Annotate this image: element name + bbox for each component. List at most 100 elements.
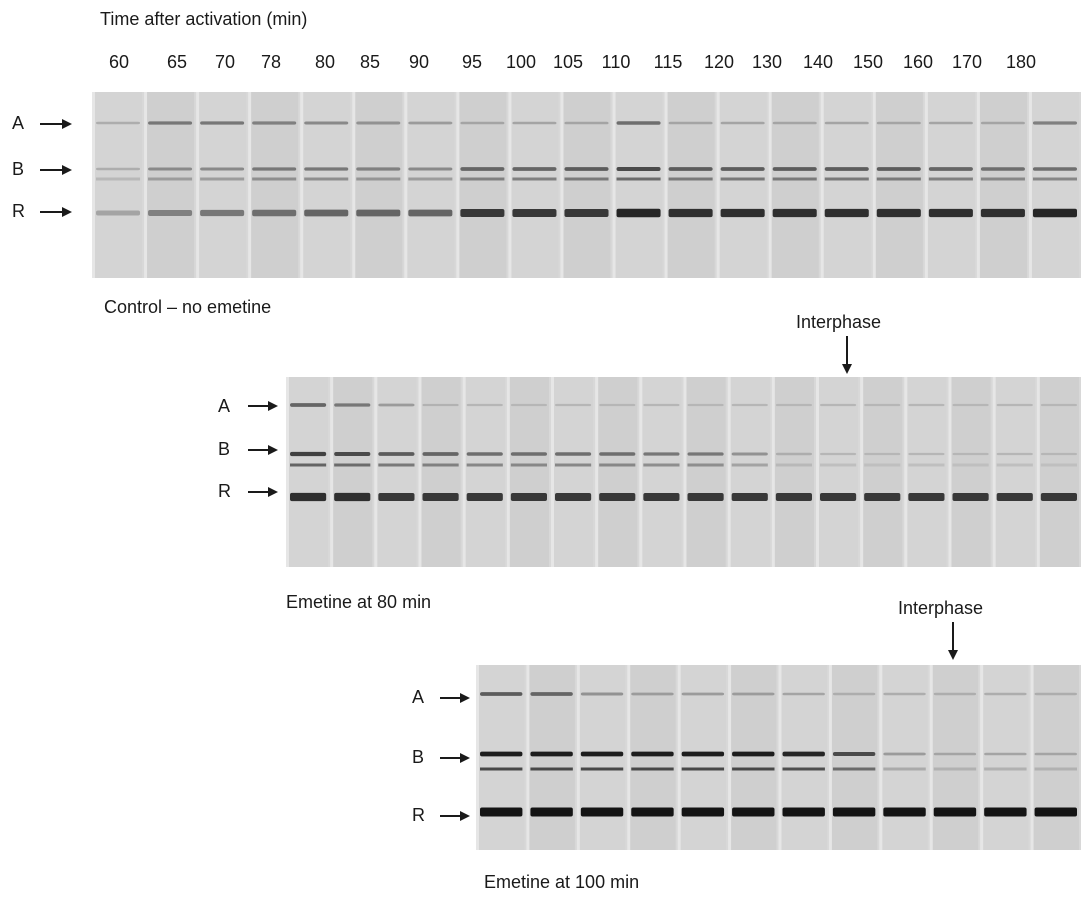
band-a: [422, 403, 459, 407]
lane-separator: [560, 92, 564, 278]
band-a: [510, 403, 547, 407]
band-b: [1032, 167, 1077, 171]
band-b-doublet: [952, 463, 989, 467]
band-b-doublet: [555, 463, 592, 467]
band-a: [928, 121, 973, 125]
lane-separator: [728, 665, 732, 850]
band-b-doublet: [681, 767, 725, 771]
band-r: [480, 807, 523, 817]
arrow-right-icon: [248, 401, 278, 411]
band-b-doublet: [731, 463, 768, 467]
band-b: [775, 452, 812, 456]
gel-lane: [729, 377, 770, 567]
band-r: [731, 493, 768, 501]
gel-lane: [614, 92, 663, 278]
band-a: [599, 403, 636, 407]
band-r: [984, 807, 1027, 817]
time-label: 80: [314, 52, 336, 72]
band-r: [460, 209, 505, 217]
gel-lane: [464, 377, 505, 567]
band-a: [200, 121, 245, 125]
lane-separator: [300, 92, 304, 278]
band-r: [883, 807, 926, 817]
arrow-down-icon: [842, 336, 852, 374]
panel-caption-emetine-100: Emetine at 100 min: [484, 872, 640, 892]
band-a: [933, 692, 977, 696]
lane-separator: [551, 377, 554, 567]
interphase-label-100: Interphase: [898, 598, 984, 618]
time-label: 105: [552, 52, 584, 72]
band-a: [775, 403, 812, 407]
band-b-doublet: [599, 463, 636, 467]
band-b-doublet: [252, 177, 297, 181]
band-b-doublet: [732, 767, 775, 771]
lane-separator: [948, 377, 952, 567]
gel-lane: [641, 377, 682, 567]
band-r: [599, 493, 636, 501]
band-a: [334, 403, 371, 407]
gel-lane: [250, 92, 299, 278]
band-r: [668, 208, 713, 218]
band-a: [876, 121, 921, 125]
time-label: 90: [408, 52, 430, 72]
band-label-a: A: [12, 113, 25, 133]
gel-lane: [406, 92, 455, 278]
band-label-a: A: [412, 687, 425, 707]
lane-separator: [639, 377, 643, 567]
band-b: [599, 452, 636, 456]
arrow-right-icon: [40, 207, 72, 217]
lane-separator: [828, 665, 832, 850]
band-r: [512, 209, 557, 217]
band-r: [928, 208, 973, 218]
band-b-doublet: [480, 767, 523, 771]
band-a: [564, 121, 609, 125]
band-a: [631, 692, 674, 696]
time-label: 120: [703, 52, 735, 72]
gel-lane: [562, 92, 611, 278]
band-r: [824, 208, 869, 218]
band-b: [378, 452, 415, 456]
band-label-b: B: [218, 439, 231, 459]
band-b: [200, 167, 245, 171]
band-b-doublet: [687, 463, 724, 467]
gel-image: [92, 92, 1079, 278]
band-b-doublet: [631, 767, 674, 771]
band-r: [290, 492, 327, 502]
gel-lane: [302, 92, 351, 278]
band-b-doublet: [820, 463, 857, 467]
band-b: [772, 167, 817, 171]
band-label-a: A: [218, 396, 231, 416]
band-a: [616, 121, 661, 125]
gel-lane: [332, 377, 373, 567]
band-b-doublet: [908, 463, 945, 467]
band-a: [883, 692, 926, 696]
lane-separator: [627, 665, 631, 850]
band-r: [378, 493, 415, 501]
band-r: [148, 210, 193, 216]
time-label: 115: [653, 52, 683, 72]
band-r: [616, 208, 661, 218]
band-a: [96, 121, 141, 125]
band-b-doublet: [148, 177, 193, 181]
gel-lane: [288, 377, 329, 567]
time-label: 70: [214, 52, 236, 72]
band-b: [720, 167, 765, 171]
time-label: 180: [1005, 52, 1037, 72]
band-a: [731, 403, 768, 407]
band-b-doublet: [334, 463, 371, 467]
band-b: [460, 167, 505, 171]
time-label: 100: [505, 52, 537, 72]
band-b: [252, 167, 297, 171]
band-a: [580, 692, 624, 696]
band-label-b: B: [12, 159, 25, 179]
band-r: [422, 493, 459, 501]
lane-separator: [404, 92, 408, 278]
gel-lane: [730, 665, 777, 850]
lane-separator: [778, 665, 782, 850]
gel-lane: [578, 665, 626, 850]
time-label: 150: [852, 52, 884, 72]
band-b-doublet: [824, 177, 869, 181]
band-label-r: R: [218, 481, 231, 501]
band-b: [580, 751, 624, 757]
band-b-doublet: [782, 767, 825, 771]
